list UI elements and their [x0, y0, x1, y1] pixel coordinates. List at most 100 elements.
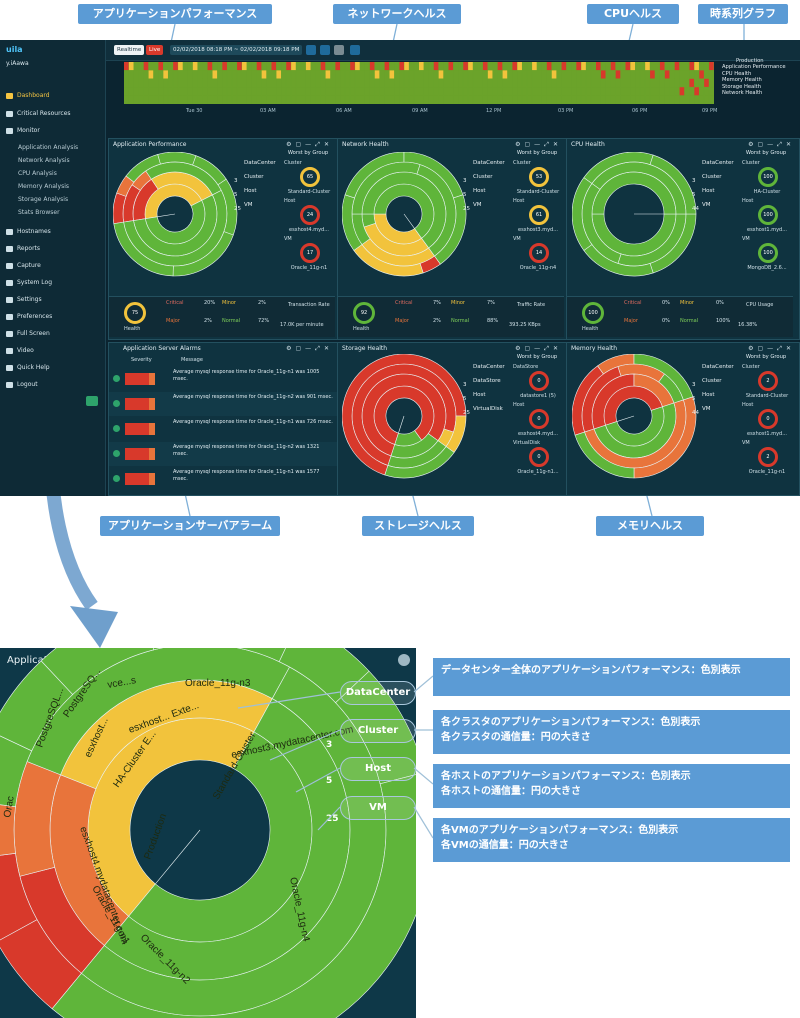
worst-gauge[interactable]: 65: [300, 167, 320, 187]
sunburst-segment[interactable]: [434, 194, 467, 265]
heatmap-cell[interactable]: [350, 62, 355, 71]
heatmap-cell[interactable]: [586, 70, 591, 79]
heatmap-cell[interactable]: [571, 87, 577, 96]
heatmap-cell[interactable]: [183, 70, 188, 79]
heatmap-cell[interactable]: [527, 70, 532, 79]
heatmap-cell[interactable]: [709, 95, 714, 104]
alarm-row[interactable]: Average mysql response time for Oracle_1…: [109, 392, 337, 416]
sunburst-segment[interactable]: [398, 415, 405, 434]
heatmap-cell[interactable]: [212, 87, 218, 96]
heatmap-cell[interactable]: [551, 95, 557, 104]
heatmap-cell[interactable]: [158, 62, 164, 71]
heatmap-cell[interactable]: [615, 78, 621, 87]
heatmap-cell[interactable]: [433, 95, 439, 104]
heatmap-cell[interactable]: [512, 62, 518, 71]
heatmap-cell[interactable]: [128, 95, 134, 104]
heatmap-cell[interactable]: [468, 95, 473, 104]
heatmap-cell[interactable]: [635, 62, 640, 71]
heatmap-cell[interactable]: [384, 87, 390, 96]
heatmap-cell[interactable]: [296, 70, 301, 79]
heatmap-cell[interactable]: [281, 62, 286, 71]
worst-gauge[interactable]: 0: [529, 447, 549, 467]
heatmap-cell[interactable]: [630, 78, 636, 87]
heatmap-cell[interactable]: [251, 78, 257, 87]
heatmap-cell[interactable]: [251, 62, 257, 71]
heatmap-cell[interactable]: [517, 70, 522, 79]
heatmap-cell[interactable]: [320, 87, 326, 96]
heatmap-cell[interactable]: [620, 95, 626, 104]
heatmap-cell[interactable]: [674, 95, 680, 104]
sidebar-item-monitor[interactable]: Monitor: [6, 127, 40, 134]
heatmap-cell[interactable]: [281, 95, 286, 104]
heatmap-cell[interactable]: [581, 62, 586, 71]
heatmap-cell[interactable]: [561, 62, 567, 71]
heatmap-cell[interactable]: [276, 95, 282, 104]
heatmap-cell[interactable]: [296, 62, 301, 71]
heatmap-cell[interactable]: [659, 70, 665, 79]
heatmap-cell[interactable]: [566, 70, 572, 79]
heatmap-cell[interactable]: [532, 87, 537, 96]
worst-gauge[interactable]: 100: [758, 205, 778, 225]
heatmap-cell[interactable]: [251, 70, 257, 79]
heatmap-cell[interactable]: [591, 78, 596, 87]
heatmap-cell[interactable]: [566, 78, 572, 87]
heatmap-cell[interactable]: [217, 62, 223, 71]
heatmap-cell[interactable]: [709, 62, 714, 71]
heatmap-cell[interactable]: [389, 62, 395, 71]
heatmap-cell[interactable]: [242, 95, 247, 104]
heatmap-cell[interactable]: [546, 87, 552, 96]
heatmap-cell[interactable]: [124, 87, 129, 96]
heatmap-cell[interactable]: [419, 62, 424, 71]
heatmap-cell[interactable]: [158, 78, 164, 87]
heatmap-cell[interactable]: [473, 78, 478, 87]
timeseries-chart[interactable]: [124, 62, 714, 104]
heatmap-cell[interactable]: [630, 87, 636, 96]
heatmap-cell[interactable]: [320, 62, 326, 71]
heatmap-cell[interactable]: [133, 87, 139, 96]
heatmap-cell[interactable]: [419, 78, 424, 87]
heatmap-cell[interactable]: [596, 95, 601, 104]
heatmap-cell[interactable]: [571, 78, 577, 87]
heatmap-cell[interactable]: [360, 62, 365, 71]
heatmap-cell[interactable]: [487, 62, 493, 71]
panel-controls[interactable]: ⚙▢—⤢✕: [515, 345, 562, 352]
heatmap-cell[interactable]: [143, 78, 149, 87]
heatmap-cell[interactable]: [532, 95, 537, 104]
heatmap-cell[interactable]: [478, 78, 483, 87]
heatmap-cell[interactable]: [183, 87, 188, 96]
worst-gauge[interactable]: 0: [758, 409, 778, 429]
heatmap-cell[interactable]: [168, 62, 173, 71]
heatmap-cell[interactable]: [345, 70, 350, 79]
heatmap-cell[interactable]: [271, 95, 277, 104]
heatmap-cell[interactable]: [605, 70, 611, 79]
heatmap-cell[interactable]: [650, 87, 655, 96]
heatmap-cell[interactable]: [374, 95, 380, 104]
heatmap-cell[interactable]: [325, 62, 331, 71]
heatmap-cell[interactable]: [600, 62, 606, 71]
heatmap-cell[interactable]: [217, 87, 223, 96]
zoom-segment[interactable]: [142, 648, 229, 651]
heatmap-cell[interactable]: [138, 78, 144, 87]
heatmap-cell[interactable]: [369, 78, 375, 87]
heatmap-cell[interactable]: [591, 95, 596, 104]
heatmap-cell[interactable]: [433, 87, 439, 96]
heatmap-cell[interactable]: [640, 62, 645, 71]
heatmap-cell[interactable]: [158, 87, 164, 96]
heatmap-cell[interactable]: [222, 78, 227, 87]
heatmap-cell[interactable]: [674, 78, 680, 87]
sidebar-item-video[interactable]: Video: [6, 347, 34, 354]
zoom-button[interactable]: [320, 45, 330, 55]
heatmap-cell[interactable]: [610, 78, 616, 87]
heatmap-cell[interactable]: [197, 70, 203, 79]
heatmap-cell[interactable]: [207, 87, 213, 96]
heatmap-cell[interactable]: [655, 87, 660, 96]
heatmap-cell[interactable]: [596, 78, 601, 87]
heatmap-cell[interactable]: [433, 70, 439, 79]
heatmap-cell[interactable]: [497, 95, 503, 104]
heatmap-cell[interactable]: [286, 62, 291, 71]
heatmap-cell[interactable]: [301, 70, 306, 79]
heatmap-cell[interactable]: [556, 87, 562, 96]
heatmap-cell[interactable]: [222, 95, 227, 104]
heatmap-cell[interactable]: [409, 95, 414, 104]
worst-gauge[interactable]: 14: [529, 243, 549, 263]
